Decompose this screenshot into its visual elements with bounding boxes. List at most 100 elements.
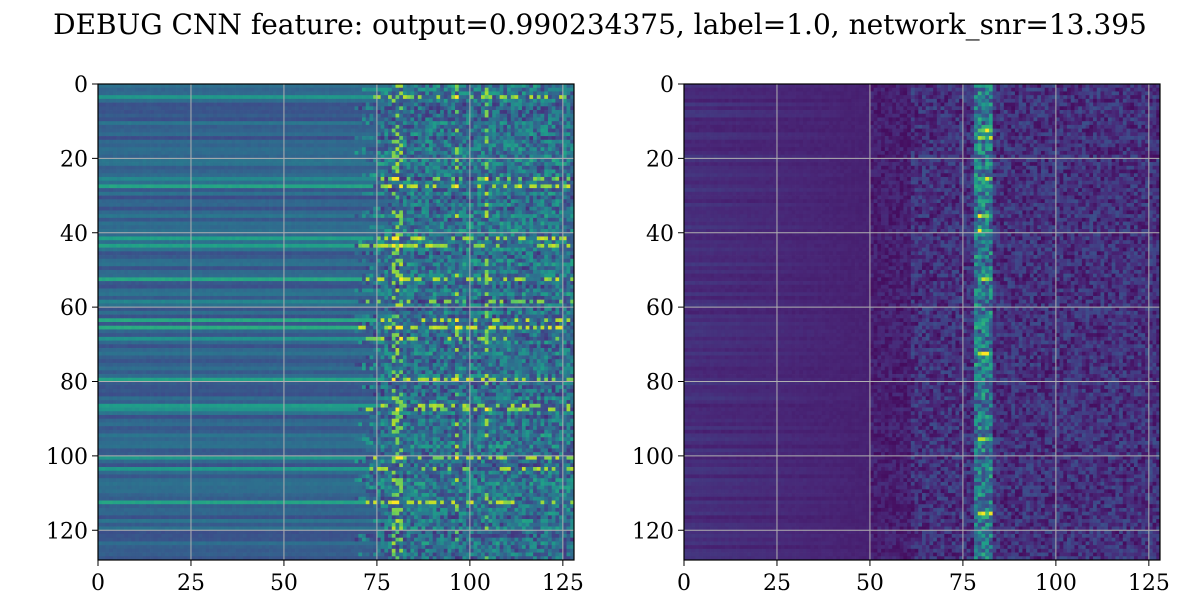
heatmap-cell xyxy=(481,176,486,182)
heatmap-cell xyxy=(127,128,132,133)
heatmap-cell xyxy=(451,184,456,189)
heatmap-cell xyxy=(302,206,307,211)
heatmap-cell xyxy=(354,169,359,174)
heatmap-cell xyxy=(127,143,132,148)
heatmap-cell xyxy=(425,199,430,204)
heatmap-cell xyxy=(425,113,430,118)
heatmap-cell xyxy=(183,225,188,230)
heatmap-cell xyxy=(302,95,307,100)
heatmap-cell xyxy=(190,221,196,226)
heatmap-cell xyxy=(495,113,500,118)
heatmap-cell xyxy=(172,110,177,115)
heatmap-cell xyxy=(425,91,430,96)
heatmap-cell xyxy=(562,217,567,222)
heatmap-cell xyxy=(138,188,143,193)
heatmap-cell xyxy=(566,106,571,111)
heatmap-cell xyxy=(135,214,140,219)
heatmap-cell xyxy=(291,143,296,148)
heatmap-cell xyxy=(183,143,188,148)
heatmap-cell xyxy=(521,150,527,156)
heatmap-cell xyxy=(492,225,497,230)
heatmap-cell xyxy=(469,117,474,122)
heatmap-cell xyxy=(231,203,236,208)
heatmap-cell xyxy=(373,184,378,189)
heatmap-cell xyxy=(540,206,545,211)
heatmap-cell xyxy=(395,106,400,111)
heatmap-cell xyxy=(116,154,121,159)
heatmap-cell xyxy=(451,162,456,167)
heatmap-cell xyxy=(220,91,225,96)
heatmap-cell xyxy=(120,162,125,167)
heatmap-cell xyxy=(395,150,400,156)
heatmap-cell xyxy=(202,221,207,226)
heatmap-cell xyxy=(328,210,333,215)
heatmap-cell xyxy=(116,214,121,219)
heatmap-cell xyxy=(499,165,504,170)
heatmap-cell xyxy=(440,132,445,137)
heatmap-cell xyxy=(213,176,218,182)
heatmap-cell xyxy=(540,162,545,167)
heatmap-cell xyxy=(261,147,266,152)
heatmap-cell xyxy=(209,139,214,144)
heatmap-cell xyxy=(328,150,333,156)
heatmap-cell xyxy=(269,95,274,100)
heatmap-cell xyxy=(239,225,244,230)
heatmap-cell xyxy=(231,95,236,100)
heatmap-cell xyxy=(551,165,556,170)
heatmap-cell xyxy=(358,150,363,156)
heatmap-cell xyxy=(406,195,411,200)
heatmap-cell xyxy=(291,132,296,137)
heatmap-cell xyxy=(235,106,240,111)
heatmap-cell xyxy=(380,150,385,156)
heatmap-cell xyxy=(231,106,236,111)
heatmap-cell xyxy=(220,180,225,185)
heatmap-cell xyxy=(194,84,199,89)
heatmap-cell xyxy=(209,121,214,126)
heatmap-cell xyxy=(354,199,359,204)
heatmap-cell xyxy=(473,147,478,152)
heatmap-cell xyxy=(362,210,367,215)
heatmap-cell xyxy=(495,128,500,133)
heatmap-cell xyxy=(436,132,441,137)
heatmap-cell xyxy=(265,87,270,92)
heatmap-cell xyxy=(112,143,117,148)
heatmap-cell xyxy=(339,184,344,189)
heatmap-cell xyxy=(250,136,255,141)
heatmap-cell xyxy=(179,214,184,219)
heatmap-cell xyxy=(484,95,489,100)
heatmap-cell xyxy=(466,143,471,148)
heatmap-cell xyxy=(492,87,497,92)
heatmap-cell xyxy=(224,136,229,141)
heatmap-cell xyxy=(455,143,460,148)
heatmap-cell xyxy=(380,165,385,170)
heatmap-cell xyxy=(492,184,497,189)
heatmap-cell xyxy=(469,106,474,111)
heatmap-cell xyxy=(205,132,210,137)
heatmap-cell xyxy=(153,113,158,118)
heatmap-cell xyxy=(306,221,311,226)
heatmap-cell xyxy=(499,136,504,141)
heatmap-cell xyxy=(477,136,482,141)
heatmap-cell xyxy=(321,169,326,174)
heatmap-cell xyxy=(488,173,493,178)
heatmap-cell xyxy=(306,169,311,174)
heatmap-cell xyxy=(101,154,106,159)
heatmap-cell xyxy=(388,210,393,215)
heatmap-cell xyxy=(499,225,504,230)
heatmap-cell xyxy=(477,143,482,148)
heatmap-cell xyxy=(194,165,199,170)
heatmap-cell xyxy=(269,184,274,189)
heatmap-cell xyxy=(187,113,192,118)
heatmap-cell xyxy=(362,95,367,100)
heatmap-cell xyxy=(153,176,158,182)
heatmap-cell xyxy=(228,206,233,211)
heatmap-cell xyxy=(138,184,143,189)
heatmap-cell xyxy=(369,150,374,156)
heatmap-cell xyxy=(142,91,147,96)
heatmap-cell xyxy=(336,199,341,204)
heatmap-cell xyxy=(503,158,508,163)
heatmap-cell xyxy=(205,217,210,222)
heatmap-cell xyxy=(440,169,445,174)
heatmap-cell xyxy=(462,169,467,174)
heatmap-cell xyxy=(384,203,389,208)
